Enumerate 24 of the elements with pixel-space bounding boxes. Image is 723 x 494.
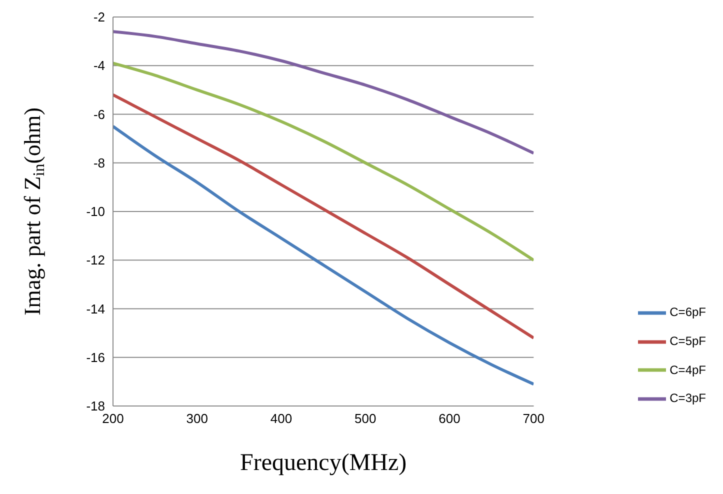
y-tick-label: -12 [86, 252, 105, 268]
y-tick-label: -6 [93, 106, 105, 122]
y-tick-label: -4 [93, 58, 105, 74]
line-series [113, 93, 534, 340]
x-tick-label: 300 [186, 411, 208, 426]
y-tick-label: -16 [86, 350, 105, 365]
legend-label: C=6pF [670, 305, 706, 319]
line-series [113, 30, 534, 155]
y-tick-label: -2 [93, 10, 105, 25]
legend-label: C=4pF [670, 362, 706, 377]
y-tick-label: -18 [86, 398, 105, 414]
x-axis-title: Frequency(MHz) [240, 450, 407, 476]
x-tick-label: 200 [102, 411, 124, 426]
legend-label: C=5pF [670, 334, 706, 348]
line-series [113, 124, 534, 386]
y-tick-label: -8 [93, 155, 105, 170]
x-tick-label: 700 [522, 411, 544, 426]
x-tick-label: 500 [354, 411, 376, 426]
line-series [113, 62, 534, 262]
legend-label: C=3pF [670, 391, 706, 406]
y-tick-label: -10 [86, 204, 105, 220]
x-tick-label: 600 [438, 411, 460, 426]
x-tick-label: 400 [270, 411, 292, 426]
y-tick-label: -14 [86, 301, 105, 316]
